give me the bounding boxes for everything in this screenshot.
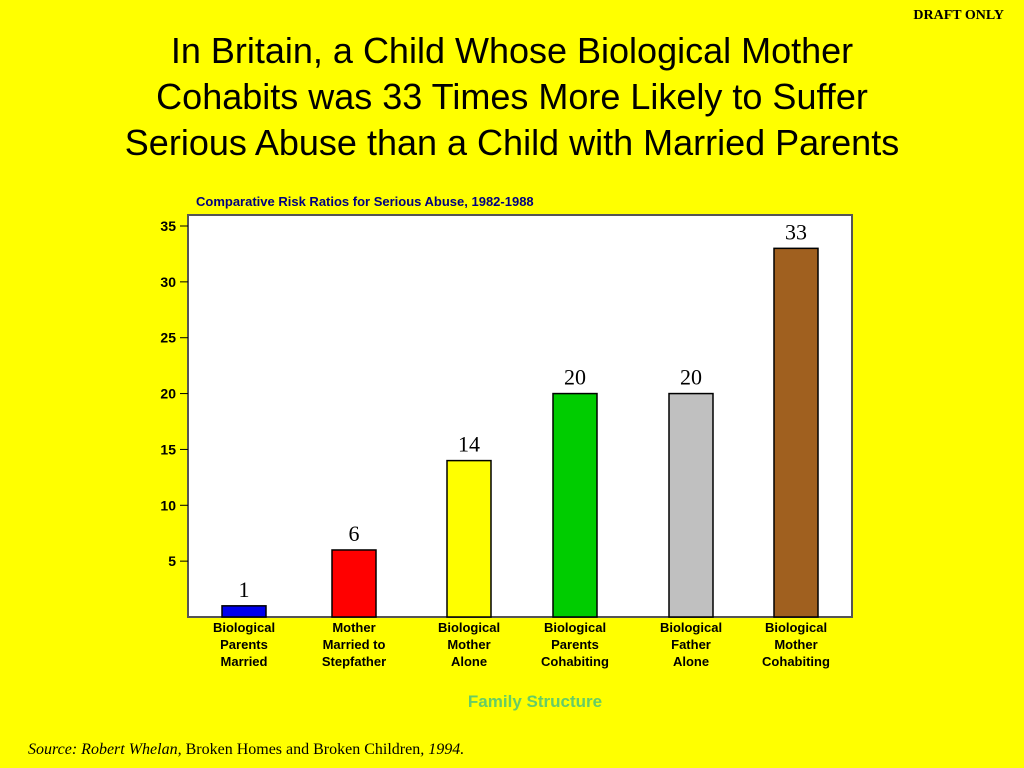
bar-value-label: 6 (349, 521, 360, 546)
x-tick-label-line: Married to (322, 637, 386, 652)
x-axis-label: Family Structure (467, 692, 603, 711)
y-tick-label: 25 (160, 330, 176, 346)
bar-value-label: 1 (239, 577, 250, 602)
x-tick-label-line: Cohabiting (541, 654, 609, 669)
bar-value-label: 14 (458, 432, 480, 457)
y-tick-label: 30 (160, 274, 176, 290)
title-line-3: Serious Abuse than a Child with Married … (124, 122, 900, 163)
x-tick-label-line: Biological (212, 620, 276, 635)
x-tick-label: Biological Parents Cohabiting (520, 619, 630, 670)
bar (331, 549, 377, 618)
x-tick-label-line: Parents (220, 637, 268, 652)
x-tick-label-line: Mother (332, 620, 376, 635)
x-tick-label-line: Cohabiting (762, 654, 830, 669)
title-line-2: Cohabits was 33 Times More Likely to Suf… (156, 76, 868, 117)
x-tick-label-line: Biological (543, 620, 607, 635)
x-tick-label-line: Mother (447, 637, 491, 652)
x-tick-label-line: Biological (764, 620, 828, 635)
bar (773, 247, 819, 618)
x-tick-label-line: Biological (659, 620, 723, 635)
bar (668, 392, 714, 618)
bar (221, 605, 267, 618)
bar (446, 459, 492, 618)
y-tick-label: 15 (160, 441, 176, 457)
y-tick-label: 10 (160, 497, 176, 513)
y-tick-label: 35 (160, 218, 176, 234)
bar-value-label: 20 (564, 365, 586, 390)
title-line-1: In Britain, a Child Whose Biological Mot… (170, 30, 854, 71)
chart-title: Comparative Risk Ratios for Serious Abus… (196, 194, 534, 209)
x-tick-label-line: Alone (450, 654, 488, 669)
source-book: Broken Homes and Broken Children (181, 741, 421, 758)
source-prefix: Source: Robert Whelan, (28, 741, 182, 758)
x-tick-label-line: Mother (774, 637, 818, 652)
draft-label: DRAFT ONLY (913, 8, 1004, 23)
x-tick-label-line: Biological (437, 620, 501, 635)
bar-value-label: 33 (785, 219, 807, 244)
bar (552, 392, 598, 618)
bar-value-label: 20 (680, 365, 702, 390)
x-tick-label-line: Parents (551, 637, 599, 652)
x-tick-label-line: Married (220, 654, 268, 669)
plot-area (187, 214, 853, 618)
x-tick-label: Biological Mother Cohabiting (741, 619, 851, 670)
x-tick-label: Biological Parents Married (189, 619, 299, 670)
y-tick-label: 20 (160, 386, 176, 402)
y-tick-label: 5 (168, 553, 176, 569)
source-year: , 1994. (420, 741, 465, 758)
x-tick-label: Biological Mother Alone (414, 619, 524, 670)
source-citation: Source: Robert Whelan, Broken Homes and … (28, 741, 464, 759)
slide-title: In Britain, a Child Whose Biological Mot… (40, 28, 984, 166)
x-tick-label: Biological Father Alone (636, 619, 746, 670)
x-tick-label-line: Father (671, 637, 711, 652)
x-tick-label-line: Alone (672, 654, 710, 669)
x-tick-label-line: Stepfather (321, 654, 387, 669)
x-tick-label: Mother Married to Stepfather (299, 619, 409, 670)
